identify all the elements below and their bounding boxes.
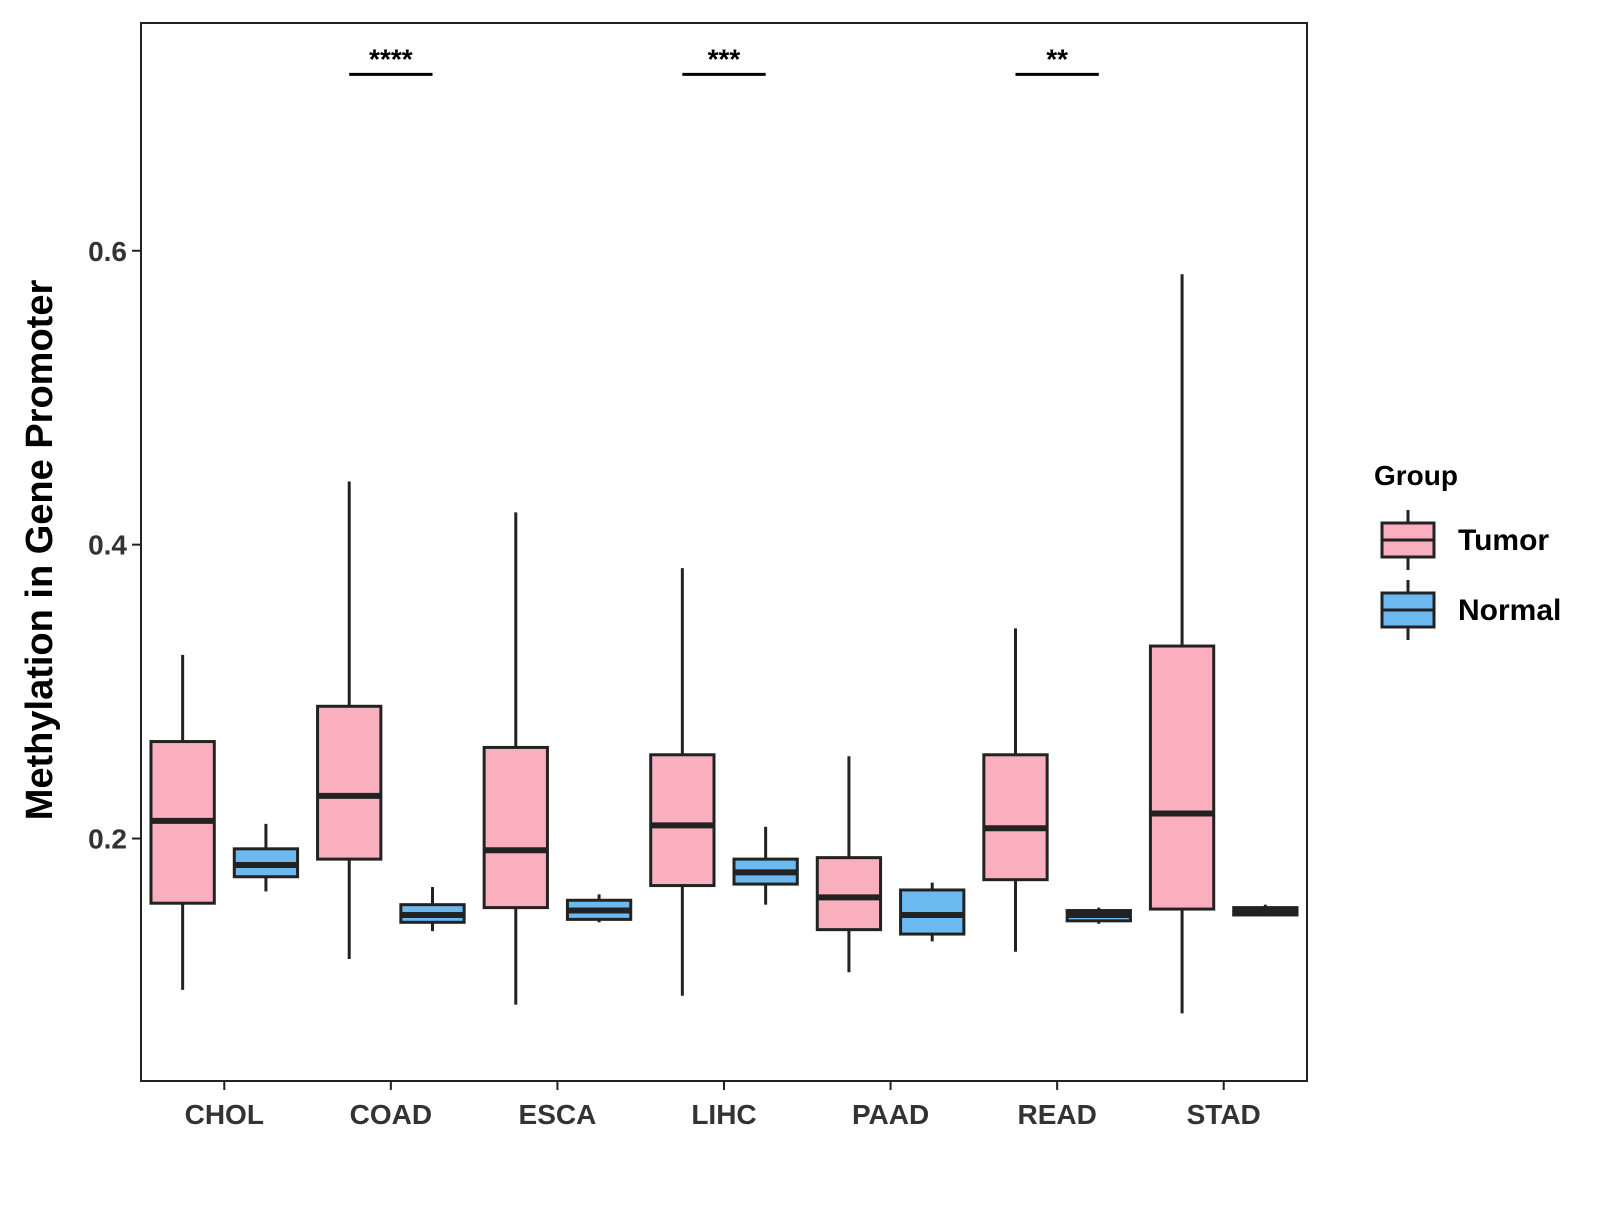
box-normal-chol [232,823,300,892]
y-axis-title: Methylation in Gene Promoter [19,280,61,821]
box-iqr [649,753,716,888]
box-normal-esca [565,894,633,923]
significance-label: *** [708,43,741,74]
box-tumor-coad [316,481,383,960]
box-normal-lihc [732,826,799,905]
significance-label: ** [1046,43,1068,74]
x-tick-label: STAD [1187,1099,1261,1130]
box-normal-paad [899,882,966,942]
box-tumor-stad [1148,274,1216,1014]
box-tumor-read [982,628,1049,952]
x-tick-label: ESCA [519,1099,597,1130]
x-tick-label: READ [1017,1099,1096,1130]
box-iqr [1148,644,1216,911]
box-tumor-lihc [649,568,716,996]
box-tumor-chol [149,654,216,990]
box-tumor-esca [482,512,549,1005]
y-tick-label: 0.4 [88,530,127,561]
box-iqr [815,856,883,932]
box-iqr [482,745,549,910]
x-tick-label: LIHC [691,1099,756,1130]
legend-item-normal: Normal [1380,580,1561,640]
box-normal-stad [1232,904,1299,917]
legend-title: Group [1374,460,1458,491]
box-normal-coad [399,887,466,932]
x-tick-label: CHOL [185,1099,264,1130]
legend-label: Tumor [1458,524,1549,557]
box-iqr [316,704,383,861]
y-tick-label: 0.2 [88,824,127,855]
box-tumor-paad [815,756,883,973]
significance-label: **** [369,43,413,74]
y-tick-label: 0.6 [88,236,127,267]
box-normal-read [1065,907,1132,924]
x-tick-label: COAD [350,1099,432,1130]
legend-item-tumor: Tumor [1380,510,1549,570]
box-iqr [982,753,1049,882]
x-tick-label: PAAD [852,1099,929,1130]
panel-border [140,22,1308,1082]
legend-label: Normal [1458,594,1561,627]
